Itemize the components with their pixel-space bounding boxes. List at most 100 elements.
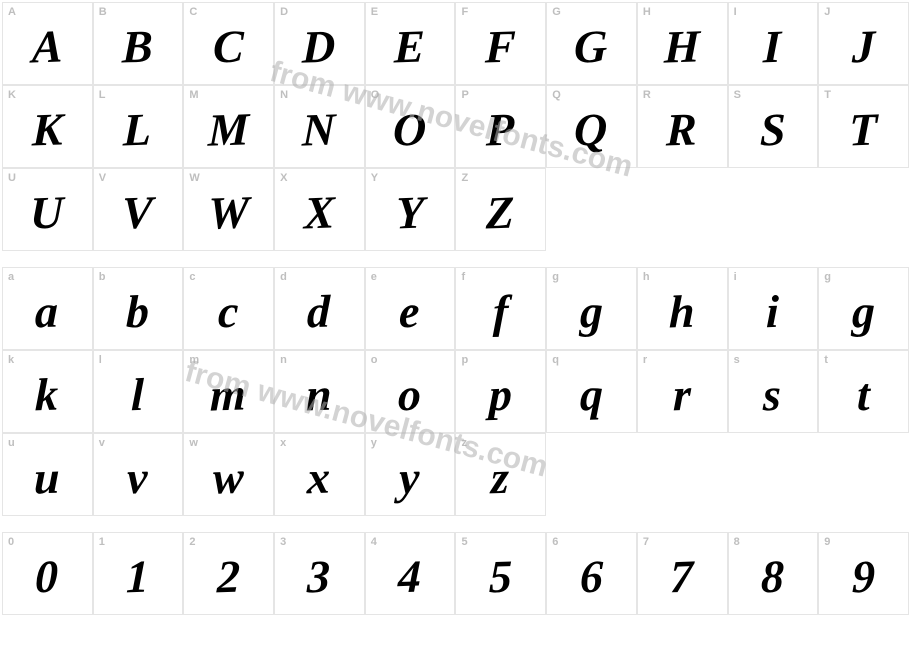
cell-label: S	[734, 89, 741, 101]
cell-glyph: M	[207, 106, 250, 153]
glyph-cell: TT	[818, 85, 909, 168]
cell-label: r	[643, 354, 647, 366]
cell-glyph: Y	[395, 189, 425, 236]
row-upper-1: AABBCCDDEEFFGGHHIIJJ	[2, 2, 909, 85]
cell-glyph: p	[488, 371, 513, 418]
glyph-cell: yy	[365, 433, 456, 516]
glyph-cell: nn	[274, 350, 365, 433]
cell-glyph: g	[579, 288, 604, 335]
cell-glyph: A	[31, 23, 64, 70]
cell-label: T	[824, 89, 831, 101]
glyph-cell: YY	[365, 168, 456, 251]
cell-glyph: I	[763, 23, 783, 70]
glyph-cell: ZZ	[455, 168, 546, 251]
cell-label: D	[280, 6, 288, 18]
glyph-cell: ii	[728, 267, 819, 350]
cell-glyph: Q	[574, 106, 609, 153]
glyph-cell: 00	[2, 532, 93, 615]
cell-label: 4	[371, 536, 377, 548]
cell-glyph: 2	[216, 553, 241, 600]
glyph-cell: NN	[274, 85, 365, 168]
cell-glyph: R	[666, 106, 699, 153]
cell-glyph: 6	[579, 553, 604, 600]
cell-label: 2	[189, 536, 195, 548]
cell-label: U	[8, 172, 16, 184]
cell-label: k	[8, 354, 14, 366]
glyph-cell: ff	[455, 267, 546, 350]
cell-label: n	[280, 354, 287, 366]
glyph-cell: ss	[728, 350, 819, 433]
glyph-cell: VV	[93, 168, 184, 251]
glyph-cell: UU	[2, 168, 93, 251]
cell-glyph: B	[122, 23, 155, 70]
cell-label: R	[643, 89, 651, 101]
cell-glyph: v	[127, 454, 149, 501]
cell-glyph: L	[123, 106, 153, 153]
glyph-cell: kk	[2, 350, 93, 433]
cell-label: M	[189, 89, 198, 101]
cell-label: P	[461, 89, 468, 101]
cell-label: 5	[461, 536, 467, 548]
cell-label: K	[8, 89, 16, 101]
cell-label: 0	[8, 536, 14, 548]
cell-glyph: e	[399, 288, 421, 335]
glyph-cell: PP	[455, 85, 546, 168]
cell-label: m	[189, 354, 199, 366]
glyph-cell: 77	[637, 532, 728, 615]
glyph-cell: 88	[728, 532, 819, 615]
cell-label: p	[461, 354, 468, 366]
cell-glyph: m	[210, 371, 248, 418]
glyph-cell: JJ	[818, 2, 909, 85]
glyph-cell: vv	[93, 433, 184, 516]
cell-label: C	[189, 6, 197, 18]
cell-glyph: z	[491, 454, 511, 501]
cell-glyph: k	[35, 371, 60, 418]
cell-glyph: C	[212, 23, 245, 70]
glyph-cell: ww	[183, 433, 274, 516]
cell-glyph: D	[302, 23, 337, 70]
glyph-cell: BB	[93, 2, 184, 85]
cell-glyph: J	[851, 23, 876, 70]
glyph-cell: XX	[274, 168, 365, 251]
cell-label: u	[8, 437, 15, 449]
glyph-cell: xx	[274, 433, 365, 516]
cell-label: 3	[280, 536, 286, 548]
cell-glyph: h	[669, 288, 696, 335]
cell-label: X	[280, 172, 287, 184]
cell-label: b	[99, 271, 106, 283]
glyph-cell: ll	[93, 350, 184, 433]
glyph-cell: EE	[365, 2, 456, 85]
cell-label: y	[371, 437, 377, 449]
cell-glyph: O	[393, 106, 428, 153]
cell-glyph: H	[663, 23, 701, 70]
glyph-cell: uu	[2, 433, 93, 516]
cell-label: o	[371, 354, 378, 366]
cell-label: V	[99, 172, 106, 184]
glyph-cell: ee	[365, 267, 456, 350]
cell-label: E	[371, 6, 378, 18]
font-character-map: AABBCCDDEEFFGGHHIIJJ KKLLMMNNOOPPQQRRSST…	[0, 0, 911, 617]
glyph-cell: HH	[637, 2, 728, 85]
glyph-cell: tt	[818, 350, 909, 433]
lowercase-block: aabbccddeeffgghhiigg kkllmmnnooppqqrrsst…	[2, 267, 909, 516]
cell-glyph: S	[759, 106, 786, 153]
cell-label: d	[280, 271, 287, 283]
glyph-cell: hh	[637, 267, 728, 350]
glyph-cell: OO	[365, 85, 456, 168]
row-lower-2: kkllmmnnooppqqrrsstt	[2, 350, 909, 433]
glyph-cell: bb	[93, 267, 184, 350]
cell-label: O	[371, 89, 380, 101]
cell-glyph: 5	[488, 553, 513, 600]
glyph-cell: rr	[637, 350, 728, 433]
glyph-cell: SS	[728, 85, 819, 168]
glyph-cell: 33	[274, 532, 365, 615]
cell-label: Q	[552, 89, 561, 101]
cell-glyph: 1	[126, 553, 151, 600]
cell-label: f	[461, 271, 465, 283]
cell-glyph: E	[394, 23, 427, 70]
glyph-cell: 55	[455, 532, 546, 615]
uppercase-block: AABBCCDDEEFFGGHHIIJJ KKLLMMNNOOPPQQRRSST…	[2, 2, 909, 251]
glyph-cell: dd	[274, 267, 365, 350]
glyph-cell: DD	[274, 2, 365, 85]
glyph-cell: gg	[818, 267, 909, 350]
